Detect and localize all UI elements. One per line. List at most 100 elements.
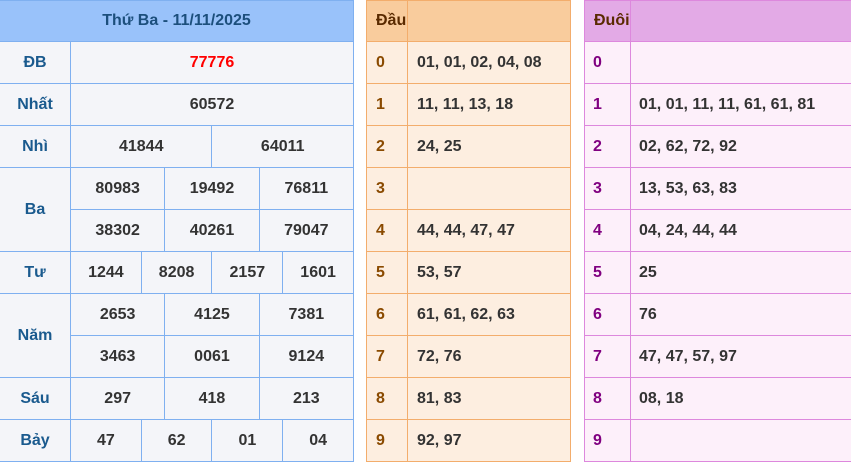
dau-row: 5 53, 57 (366, 251, 571, 294)
duoi-values (630, 419, 851, 462)
duoi-row: 0 (584, 41, 851, 84)
duoi-row: 1 01, 01, 11, 11, 61, 61, 81 (584, 83, 851, 126)
prize-value: 297 (69, 377, 166, 420)
duoi-digit: 0 (584, 41, 631, 84)
duoi-digit: 9 (584, 419, 631, 462)
dau-values: 72, 76 (407, 335, 571, 378)
prize-label: Ba (0, 167, 71, 252)
duoi-digit: 4 (584, 209, 631, 252)
prize-value: 1244 (70, 251, 142, 294)
dau-values: 44, 44, 47, 47 (407, 209, 571, 252)
dau-values: 53, 57 (407, 251, 571, 294)
prize-value: 79047 (258, 209, 355, 252)
dau-digit: 9 (366, 419, 408, 462)
prize-value: 3463 (69, 335, 166, 378)
dau-row: 4 44, 44, 47, 47 (366, 209, 571, 252)
prize-value: 40261 (164, 209, 260, 252)
dau-digit: 0 (366, 41, 408, 84)
duoi-digit: 2 (584, 125, 631, 168)
dau-row: 2 24, 25 (366, 125, 571, 168)
dau-digit: 2 (366, 125, 408, 168)
duoi-row: 9 (584, 419, 851, 462)
prize-row-ba: Ba 80983 19492 76811 (0, 167, 355, 252)
prize-row-sau: Sáu 297 418 213 (0, 377, 355, 420)
prize-row-bay: Bảy 47 62 01 04 (0, 419, 354, 462)
duoi-values: 13, 53, 63, 83 (630, 167, 851, 210)
prize-label: Sáu (0, 377, 71, 420)
prize-row-db: ĐB 77776 (0, 41, 354, 84)
duoi-digit: 8 (584, 377, 631, 420)
dau-header: Đầu (366, 0, 408, 42)
prize-row-nhi: Nhì 41844 64011 (0, 125, 354, 168)
prize-value: 1601 (282, 251, 354, 294)
prize-value: 38302 (69, 209, 166, 252)
results-title: Thứ Ba - 11/11/2025 (0, 0, 354, 42)
prize-value: 76811 (258, 167, 355, 210)
duoi-table: Đuôi 0 1 01, 01, 11, 11, 61, 61, 81 2 02, 62… (584, 0, 851, 462)
duoi-values: 01, 01, 11, 11, 61, 61, 81 (630, 83, 851, 126)
prize-value: 2653 (69, 293, 166, 336)
duoi-values: 08, 18 (630, 377, 851, 420)
duoi-values (630, 41, 851, 84)
duoi-row: 5 25 (584, 251, 851, 294)
dau-row: 1 11, 11, 13, 18 (366, 83, 571, 126)
dau-digit: 1 (366, 83, 408, 126)
duoi-digit: 3 (584, 167, 631, 210)
duoi-digit: 7 (584, 335, 631, 378)
prize-value: 19492 (164, 167, 260, 210)
prize-value: 47 (70, 419, 142, 462)
duoi-row: 3 13, 53, 63, 83 (584, 167, 851, 210)
prize-value: 0061 (164, 335, 260, 378)
prize-value: 01 (211, 419, 284, 462)
duoi-row: 4 04, 24, 44, 44 (584, 209, 851, 252)
duoi-values: 76 (630, 293, 851, 336)
duoi-row: 7 47, 47, 57, 97 (584, 335, 851, 378)
dau-digit: 3 (366, 167, 408, 210)
dau-values: 01, 01, 02, 04, 08 (407, 41, 571, 84)
dau-values: 24, 25 (407, 125, 571, 168)
prize-row-nam-2: 3463 0061 9124 (0, 335, 355, 378)
duoi-header: Đuôi (584, 0, 631, 42)
prize-label: Năm (0, 293, 71, 378)
prize-value: 8208 (140, 251, 213, 294)
prize-label: Nhất (0, 83, 71, 126)
duoi-digit: 5 (584, 251, 631, 294)
duoi-row: 6 76 (584, 293, 851, 336)
prize-row-nam: Năm 2653 4125 7381 (0, 293, 355, 378)
special-prize-value: 77776 (70, 41, 354, 84)
dau-row: 3 (366, 167, 571, 210)
prize-value: 418 (164, 377, 260, 420)
prize-value: 2157 (211, 251, 284, 294)
dau-digit: 7 (366, 335, 408, 378)
prize-label: Tư (0, 251, 71, 294)
duoi-values: 04, 24, 44, 44 (630, 209, 851, 252)
dau-digit: 6 (366, 293, 408, 336)
prize-row-tu: Tư 1244 8208 2157 1601 (0, 251, 354, 294)
duoi-values: 47, 47, 57, 97 (630, 335, 851, 378)
prize-value: 62 (140, 419, 213, 462)
prize-value: 80983 (69, 167, 166, 210)
dau-digit: 8 (366, 377, 408, 420)
dau-digit: 5 (366, 251, 408, 294)
dau-row: 7 72, 76 (366, 335, 571, 378)
prize-value: 4125 (164, 293, 260, 336)
prize-row-ba-2: 38302 40261 79047 (0, 209, 355, 252)
dau-values: 11, 11, 13, 18 (407, 83, 571, 126)
duoi-digit: 1 (584, 83, 631, 126)
prize-value: 64011 (211, 125, 354, 168)
duoi-digit: 6 (584, 293, 631, 336)
prize-row-nhat: Nhất 60572 (0, 83, 354, 126)
duoi-values: 02, 62, 72, 92 (630, 125, 851, 168)
duoi-values: 25 (630, 251, 851, 294)
dau-digit: 4 (366, 209, 408, 252)
duoi-row: 8 08, 18 (584, 377, 851, 420)
prize-label: Nhì (0, 125, 71, 168)
prize-value: 7381 (258, 293, 355, 336)
dau-row: 0 01, 01, 02, 04, 08 (366, 41, 571, 84)
prize-value: 213 (258, 377, 355, 420)
prize-value: 9124 (258, 335, 355, 378)
dau-values (407, 167, 571, 210)
prize-value: 04 (282, 419, 354, 462)
dau-table: Đầu 0 01, 01, 02, 04, 08 1 11, 11, 13, 18 2 2… (366, 0, 571, 462)
prize-label: Bảy (0, 419, 71, 462)
